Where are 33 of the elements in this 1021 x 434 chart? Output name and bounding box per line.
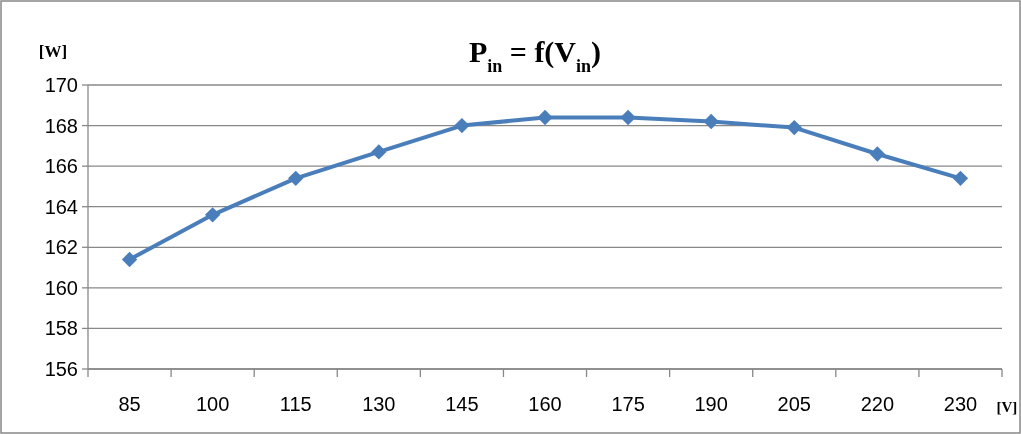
point	[371, 144, 387, 160]
x-tick-label: 160	[528, 393, 562, 415]
x-tick-label: 230	[943, 393, 978, 415]
x-tick-label: 205	[777, 393, 811, 415]
point	[537, 109, 553, 126]
point	[288, 170, 304, 186]
y-tick-label: 168	[44, 114, 78, 137]
y-tick-label: 166	[44, 155, 78, 178]
x-tick-label: 115	[279, 393, 312, 415]
y-tick-label: 160	[44, 276, 78, 299]
y-tick-label: 162	[44, 236, 78, 259]
x-tick-label: 175	[611, 393, 645, 415]
x-tick-label: 145	[445, 393, 479, 415]
point	[786, 119, 802, 136]
point	[204, 207, 221, 223]
point	[121, 251, 138, 268]
point	[952, 170, 969, 186]
x-tick-label: 130	[362, 393, 396, 415]
point	[703, 113, 719, 130]
point	[620, 109, 636, 126]
y-axis-title: [W]	[38, 42, 68, 61]
x-tick-label: 100	[195, 393, 230, 415]
y-tick-label: 170	[44, 74, 78, 96]
point	[454, 117, 470, 134]
y-tick-label: 164	[44, 195, 78, 218]
point	[869, 146, 886, 162]
y-tick-label: 158	[44, 317, 78, 340]
x-tick-label: 190	[694, 393, 728, 415]
x-axis-title: [V]	[996, 399, 1018, 415]
x-tick-label: 85	[118, 393, 141, 415]
y-tick-label: 156	[44, 358, 78, 380]
x-tick-label: 220	[860, 393, 895, 415]
chart-title: P$_{in}$ = f(V$_{in}$)	[468, 35, 602, 76]
